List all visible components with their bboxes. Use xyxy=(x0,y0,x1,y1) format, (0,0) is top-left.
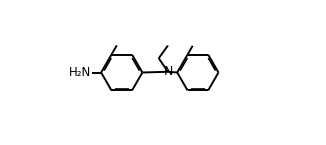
Text: H₂N: H₂N xyxy=(68,66,91,79)
Text: N: N xyxy=(163,65,173,78)
